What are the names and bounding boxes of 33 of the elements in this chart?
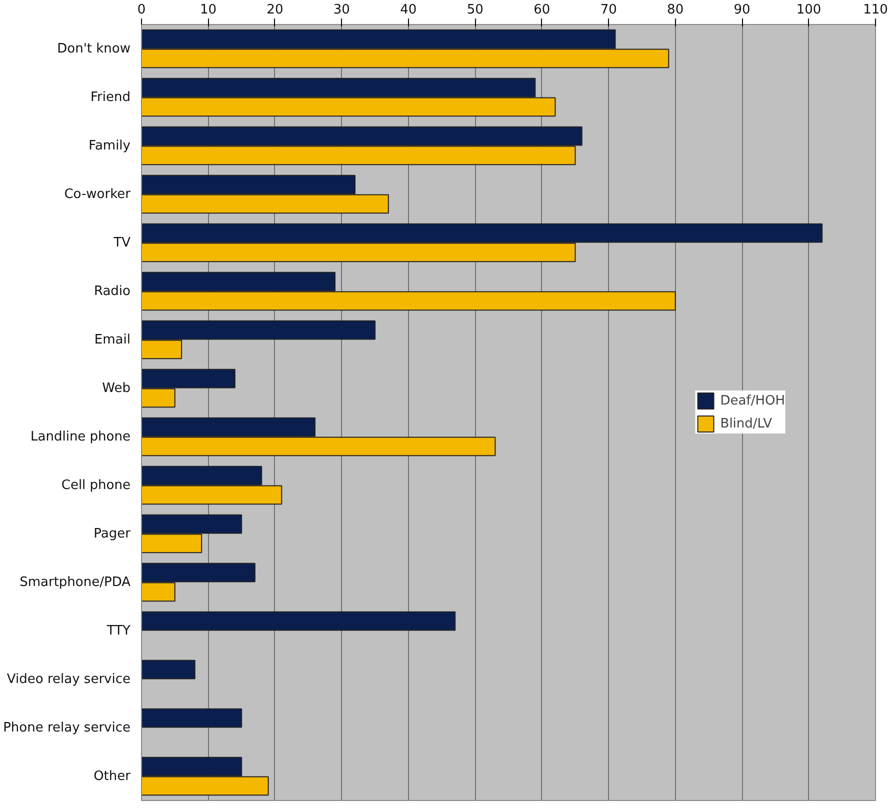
y-tick-label: Landline phone: [30, 429, 131, 444]
x-tick-label: 70: [600, 2, 617, 18]
y-tick-label: Other: [94, 768, 132, 784]
bar: [142, 660, 196, 680]
x-tick-label: 90: [734, 2, 750, 18]
y-tick-label: TTY: [106, 623, 131, 638]
y-tick-label: Smartphone/PDA: [20, 574, 131, 590]
x-tick-label: 30: [333, 2, 350, 18]
x-tick-label: 50: [466, 2, 484, 18]
x-tick-label: 80: [667, 2, 684, 18]
x-tick-label: 20: [266, 2, 284, 18]
y-tick-label: Family: [88, 138, 131, 154]
y-tick-label: Video relay service: [6, 672, 131, 687]
x-tick-label: 110: [863, 2, 888, 18]
bar: [142, 611, 456, 631]
x-tick-label: 60: [534, 2, 550, 18]
y-tick-label: Friend: [90, 90, 131, 105]
y-tick-label: Phone relay service: [3, 720, 131, 736]
y-tick-label: Pager: [94, 526, 132, 542]
bar: [142, 708, 242, 728]
x-tick-label: 100: [796, 2, 822, 18]
y-tick-label: Co-worker: [64, 186, 132, 202]
y-tick-label: Radio: [94, 284, 131, 299]
x-tick-label: 40: [400, 2, 417, 18]
y-tick-label: Email: [94, 332, 131, 348]
x-tick-label: 10: [200, 2, 217, 18]
legend-label: Deaf/HOH: [720, 393, 785, 408]
y-tick-label: TV: [112, 235, 131, 250]
y-tick-label: Cell phone: [61, 478, 131, 493]
x-tick-label: 0: [137, 2, 146, 18]
legend-label: Blind/LV: [720, 416, 772, 431]
y-tick-label: Web: [102, 380, 130, 396]
y-tick-label: Don't know: [57, 41, 131, 56]
